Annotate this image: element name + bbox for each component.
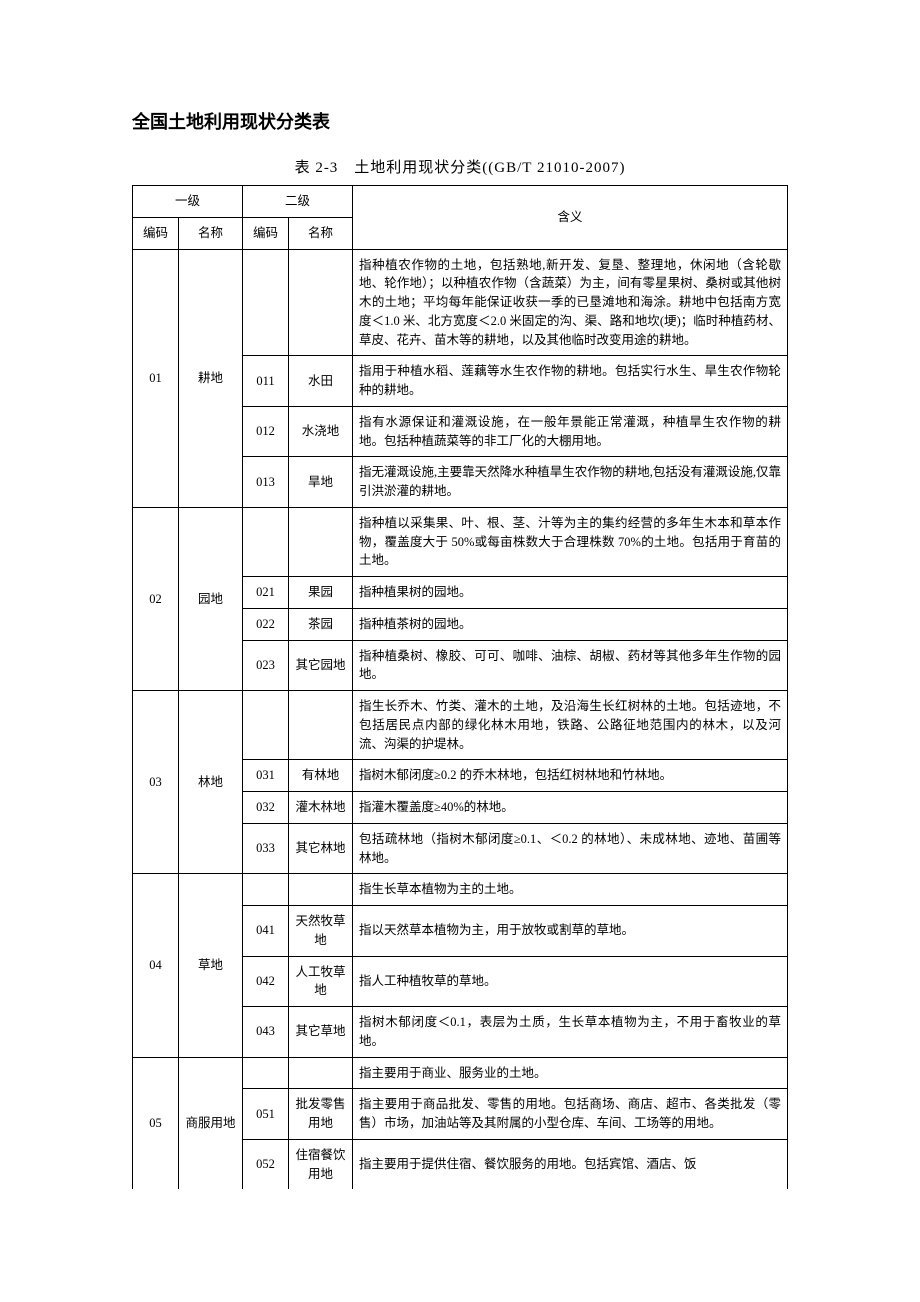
level2-name: 住宿餐饮用地 <box>289 1139 353 1189</box>
level2-code: 022 <box>243 608 289 640</box>
level2-meaning: 包括疏林地（指树木郁闭度≥0.1、＜0.2 的林地）、未成林地、迹地、苗圃等林地… <box>353 823 788 874</box>
level2-name: 人工牧草地 <box>289 956 353 1007</box>
level2-code: 031 <box>243 760 289 792</box>
header-level1: 一级 <box>133 186 243 218</box>
level2-code: 033 <box>243 823 289 874</box>
level2-name-empty <box>289 691 353 760</box>
level1-name: 商服用地 <box>179 1057 243 1189</box>
level2-meaning: 指主要用于商品批发、零售的用地。包括商场、商店、超市、各类批发（零售）市场，加油… <box>353 1089 788 1140</box>
level2-code: 021 <box>243 577 289 609</box>
level2-code: 012 <box>243 406 289 457</box>
level2-meaning: 指以天然草本植物为主，用于放牧或割草的草地。 <box>353 906 788 957</box>
level2-name: 其它园地 <box>289 640 353 691</box>
level1-name: 林地 <box>179 691 243 874</box>
level2-meaning: 指种植茶树的园地。 <box>353 608 788 640</box>
header-level2: 二级 <box>243 186 353 218</box>
level2-name: 灌木林地 <box>289 792 353 824</box>
level2-code-empty <box>243 249 289 356</box>
level1-code: 03 <box>133 691 179 874</box>
table-title: 表 2-3 土地利用现状分类((GB/T 21010-2007) <box>132 156 788 177</box>
level2-meaning: 指种植果树的园地。 <box>353 577 788 609</box>
level1-code: 02 <box>133 507 179 690</box>
level2-name-empty <box>289 1057 353 1089</box>
classification-table: 一级 二级 含义 编码 名称 编码 名称 01耕地 指种植农作物的土地，包括熟地,… <box>132 185 788 1189</box>
level2-code: 051 <box>243 1089 289 1140</box>
header-l1-name: 名称 <box>179 217 243 249</box>
level2-code: 011 <box>243 356 289 407</box>
level2-code: 041 <box>243 906 289 957</box>
level2-name: 果园 <box>289 577 353 609</box>
level2-code: 042 <box>243 956 289 1007</box>
level2-name: 旱地 <box>289 457 353 508</box>
level2-code-empty <box>243 507 289 576</box>
category-intro: 指种植以采集果、叶、根、茎、汁等为主的集约经营的多年生木本和草本作物，覆盖度大于… <box>353 507 788 576</box>
header-meaning: 含义 <box>353 186 788 250</box>
level2-name-empty <box>289 249 353 356</box>
level2-meaning: 指种植桑树、橡胶、可可、咖啡、油棕、胡椒、药材等其他多年生作物的园地。 <box>353 640 788 691</box>
level2-name-empty <box>289 507 353 576</box>
level2-meaning: 指有水源保证和灌溉设施，在一般年景能正常灌溉，种植旱生农作物的耕地。包括种植蔬菜… <box>353 406 788 457</box>
level2-code-empty <box>243 1057 289 1089</box>
table-header: 一级 二级 含义 编码 名称 编码 名称 <box>133 186 788 250</box>
header-l2-code: 编码 <box>243 217 289 249</box>
level2-code: 032 <box>243 792 289 824</box>
level1-name: 耕地 <box>179 249 243 507</box>
level1-code: 01 <box>133 249 179 507</box>
level2-name: 其它草地 <box>289 1007 353 1058</box>
level1-code: 05 <box>133 1057 179 1189</box>
level2-code: 043 <box>243 1007 289 1058</box>
header-l2-name: 名称 <box>289 217 353 249</box>
level2-code: 023 <box>243 640 289 691</box>
category-intro: 指种植农作物的土地，包括熟地,新开发、复垦、整理地，休闲地（含轮歇地、轮作地）；… <box>353 249 788 356</box>
level2-meaning: 指主要用于提供住宿、餐饮服务的用地。包括宾馆、酒店、饭 <box>353 1139 788 1189</box>
level2-code-empty <box>243 874 289 906</box>
level2-name: 有林地 <box>289 760 353 792</box>
level2-name: 其它林地 <box>289 823 353 874</box>
level2-name: 批发零售用地 <box>289 1089 353 1140</box>
level1-name: 草地 <box>179 874 243 1057</box>
category-intro: 指生长草本植物为主的土地。 <box>353 874 788 906</box>
level2-code: 052 <box>243 1139 289 1189</box>
category-intro: 指生长乔木、竹类、灌木的土地，及沿海生长红树林的土地。包括迹地，不包括居民点内部… <box>353 691 788 760</box>
header-l1-code: 编码 <box>133 217 179 249</box>
level2-meaning: 指树木郁闭度≥0.2 的乔木林地，包括红树林地和竹林地。 <box>353 760 788 792</box>
level2-name: 水浇地 <box>289 406 353 457</box>
level2-meaning: 指人工种植牧草的草地。 <box>353 956 788 1007</box>
level2-meaning: 指无灌溉设施,主要靠天然降水种植旱生农作物的耕地,包括没有灌溉设施,仅靠引洪淤灌… <box>353 457 788 508</box>
document-title: 全国土地利用现状分类表 <box>132 108 788 134</box>
level2-name: 茶园 <box>289 608 353 640</box>
level1-name: 园地 <box>179 507 243 690</box>
level2-name-empty <box>289 874 353 906</box>
level2-meaning: 指树木郁闭度＜0.1，表层为土质，生长草本植物为主，不用于畜牧业的草地。 <box>353 1007 788 1058</box>
level2-code-empty <box>243 691 289 760</box>
category-intro: 指主要用于商业、服务业的土地。 <box>353 1057 788 1089</box>
level2-name: 水田 <box>289 356 353 407</box>
level2-meaning: 指灌木覆盖度≥40%的林地。 <box>353 792 788 824</box>
level1-code: 04 <box>133 874 179 1057</box>
table-body: 01耕地 指种植农作物的土地，包括熟地,新开发、复垦、整理地，休闲地（含轮歇地、轮… <box>133 249 788 1189</box>
level2-code: 013 <box>243 457 289 508</box>
level2-meaning: 指用于种植水稻、莲藕等水生农作物的耕地。包括实行水生、旱生农作物轮种的耕地。 <box>353 356 788 407</box>
level2-name: 天然牧草地 <box>289 906 353 957</box>
